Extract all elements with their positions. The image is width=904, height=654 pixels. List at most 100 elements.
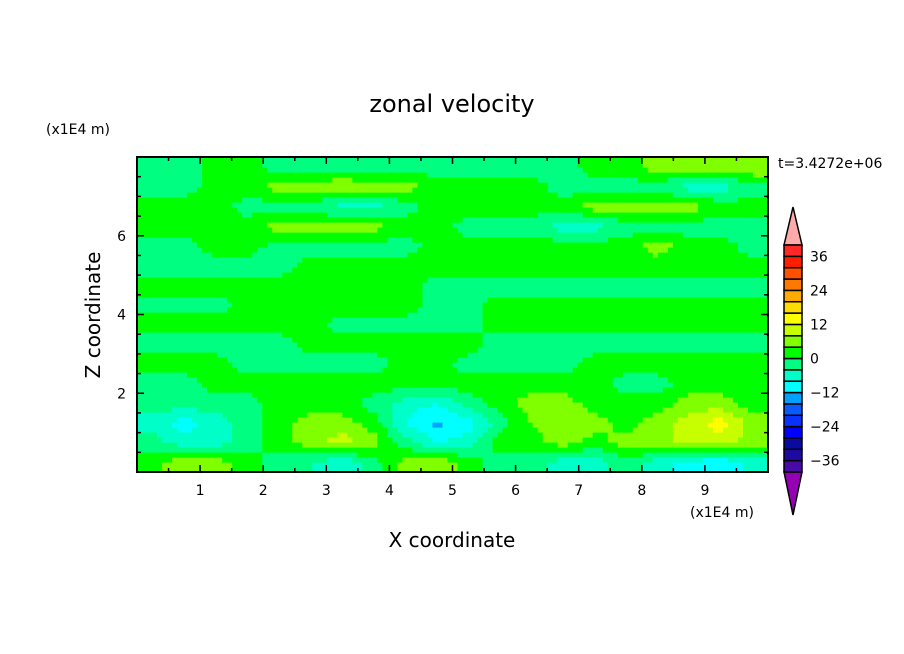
heatmap-cell	[517, 402, 584, 408]
heatmap-cell	[137, 252, 213, 258]
heatmap-cell	[677, 397, 734, 403]
heatmap-cell	[217, 352, 378, 358]
heatmap-cell	[607, 467, 644, 473]
heatmap-cell	[482, 332, 769, 338]
heatmap-cell	[392, 402, 434, 408]
heatmap-cell	[137, 327, 333, 333]
heatmap-cell	[137, 467, 163, 473]
heatmap-cell	[392, 417, 409, 423]
heatmap-cell	[527, 412, 599, 418]
heatmap-cell	[687, 412, 734, 418]
heatmap-cell	[262, 447, 414, 453]
x-tick-label: 5	[448, 483, 457, 499]
heatmap-cell	[137, 272, 283, 278]
heatmap-cell	[302, 347, 479, 353]
heatmap-cell	[262, 162, 579, 168]
heatmap-cell	[137, 462, 163, 468]
heatmap-cell	[227, 297, 424, 303]
heatmap-cell	[137, 282, 424, 288]
colorbar-box	[783, 266, 803, 280]
heatmap-cell	[282, 332, 484, 338]
heatmap-cell	[352, 417, 378, 423]
heatmap-cell	[137, 172, 203, 178]
heatmap-cell	[187, 372, 624, 378]
heatmap-cell	[582, 202, 699, 208]
contour-field	[137, 157, 769, 473]
colorbar-box	[783, 437, 803, 451]
heatmap-cell	[137, 457, 173, 463]
heatmap-cell	[382, 422, 394, 428]
x-tick-label: 2	[259, 483, 268, 499]
heatmap-cell	[712, 197, 739, 203]
heatmap-cell	[262, 442, 303, 448]
x-tick-label: 7	[574, 483, 583, 499]
heatmap-cell	[262, 197, 323, 203]
heatmap-cell	[262, 457, 328, 463]
heatmap-cell	[607, 437, 674, 443]
heatmap-cell	[457, 452, 619, 458]
heatmap-cell	[582, 402, 674, 408]
heatmap-cell	[282, 272, 769, 278]
heatmap-cell	[412, 437, 434, 443]
heatmap-cell	[652, 412, 689, 418]
heatmap-cell	[597, 227, 769, 233]
heatmap-cell	[327, 437, 353, 443]
heatmap-cell	[422, 242, 644, 248]
heatmap-cell	[307, 412, 343, 418]
heatmap-cell	[422, 282, 769, 288]
heatmap-cell	[222, 457, 263, 463]
heatmap-cell	[712, 427, 724, 433]
heatmap-cell	[597, 412, 654, 418]
heatmap-cell	[402, 397, 454, 403]
heatmap-cell	[137, 287, 424, 293]
heatmap-cell	[417, 307, 484, 313]
colorbar-tick-label: −12	[810, 386, 840, 402]
heatmap-cell	[592, 432, 609, 438]
axis-ticks: 1 2 3 4 5 6 7 8 9 2 4 6	[117, 157, 768, 499]
heatmap-cell	[472, 422, 494, 428]
heatmap-cell	[262, 437, 293, 443]
heatmap-cell	[497, 407, 524, 413]
heatmap-cell	[547, 462, 609, 468]
heatmap-cell	[412, 412, 459, 418]
heatmap-cell	[387, 362, 454, 368]
heatmap-cell	[727, 187, 769, 193]
heatmap-cell	[137, 322, 328, 328]
heatmap-cell	[607, 462, 644, 468]
heatmap-cell	[137, 302, 233, 308]
heatmap-cell	[352, 457, 378, 463]
heatmap-cell	[402, 457, 449, 463]
heatmap-cell	[572, 397, 679, 403]
heatmap-cell	[647, 167, 769, 173]
heatmap-cell	[382, 202, 419, 208]
heatmap-cell	[297, 342, 484, 348]
heatmap-cell	[137, 217, 464, 223]
heatmap-cell	[452, 362, 579, 368]
heatmap-cell	[612, 427, 634, 433]
heatmap-cell	[137, 342, 298, 348]
heatmap-cell	[342, 412, 378, 418]
heatmap-cell	[137, 372, 188, 378]
heatmap-cell	[227, 307, 419, 313]
heatmap-cell	[672, 422, 709, 428]
heatmap-cell	[667, 377, 769, 383]
heatmap-cell	[472, 417, 489, 423]
heatmap-cell	[392, 387, 459, 393]
heatmap-cell	[337, 202, 383, 208]
heatmap-cell	[137, 382, 203, 388]
heatmap-cell	[422, 287, 769, 293]
heatmap-cell	[362, 422, 383, 428]
heatmap-cell	[607, 237, 729, 243]
heatmap-cell	[672, 432, 744, 438]
heatmap-cell	[417, 207, 594, 213]
heatmap-cell	[382, 462, 399, 468]
heatmap-cell	[482, 342, 769, 348]
colorbar-box	[783, 244, 803, 258]
heatmap-cell	[267, 242, 424, 248]
heatmap-cell	[332, 317, 484, 323]
heatmap-cell	[157, 432, 233, 438]
heatmap-cell	[577, 362, 769, 368]
chart-title: zonal velocity	[369, 90, 534, 118]
colorbar-tick-label: 36	[810, 249, 828, 265]
heatmap-cell	[642, 417, 679, 423]
